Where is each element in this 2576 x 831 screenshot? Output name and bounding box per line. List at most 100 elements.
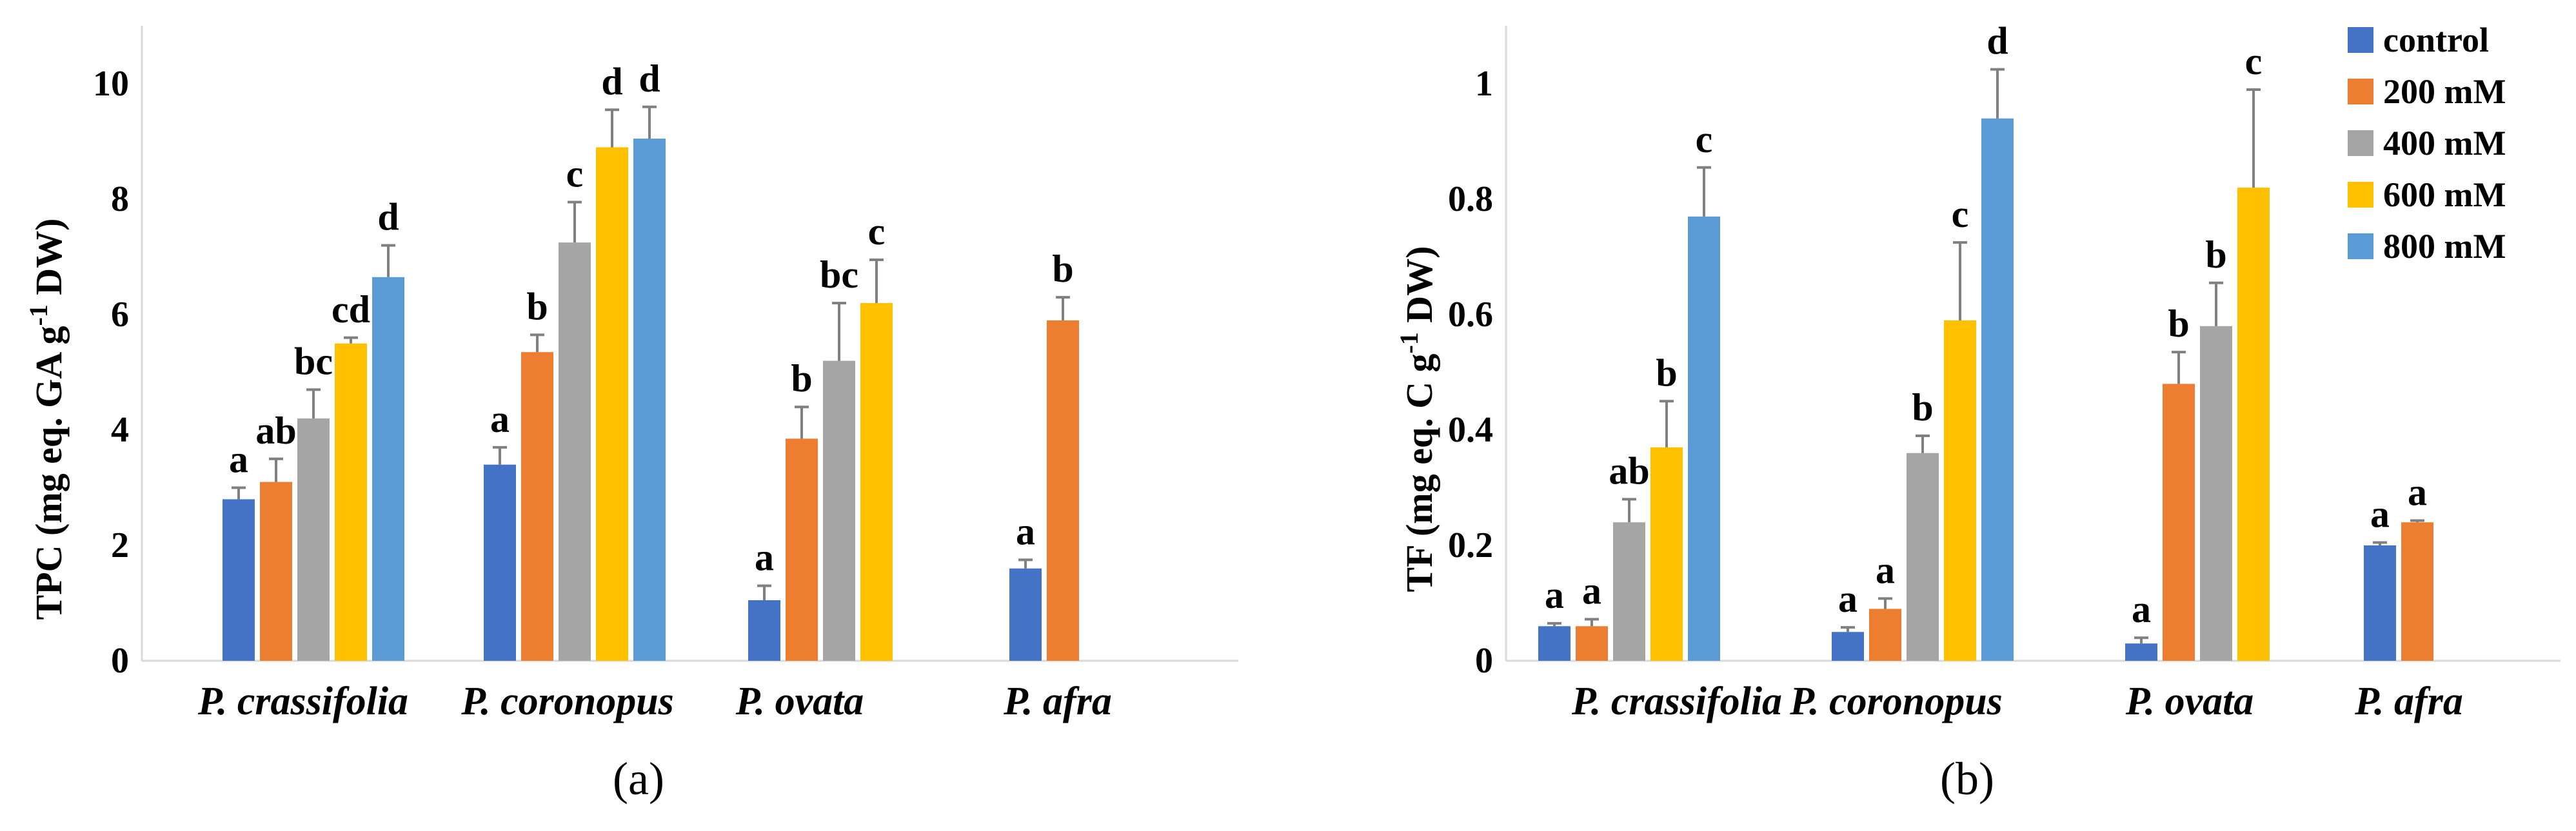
significance-letter: b [1912,386,1933,429]
significance-letter: b [1052,248,1073,290]
y-tick-label: 10 [93,64,129,104]
significance-letter: c [1952,193,1969,235]
bar [748,600,780,661]
bar [1538,626,1570,661]
significance-letter: a [2408,471,2427,514]
legend-entry: 600 mM [2383,175,2506,214]
significance-letter: d [377,196,399,239]
bar [1907,453,1939,661]
legend-entry: 400 mM [2383,124,2506,162]
significance-letter: a [1545,574,1564,616]
bar [1869,609,1901,661]
significance-letter: b [2168,302,2189,345]
legend-swatch [2348,233,2373,259]
significance-letter: c [1696,118,1713,161]
significance-letter: bc [820,253,858,296]
significance-letter: a [2370,493,2390,536]
y-ticks-a: 0 2 4 6 8 10 [93,64,129,681]
bar [596,147,628,661]
y-tick-label: 0.2 [1448,525,1493,565]
bar [1832,632,1864,661]
y-tick-label: 6 [111,295,129,335]
bar [1009,568,1042,661]
bar [2401,522,2433,661]
legend-swatch [2348,27,2373,53]
y-tick-label: 8 [111,179,129,219]
x-categories-a: P. crassifolia P. coronopus P. ovata P. afr… [197,679,1112,723]
significance-letter: ab [255,409,296,452]
significance-letter: d [1986,20,2008,63]
x-category-label: P. coronopus [461,679,674,723]
x-category-label: P. crassifolia [197,679,408,723]
chart-panel-a: TPC (mg eq. GA g-1 DW) aaaaabbbbbccbccdd… [24,26,1238,805]
significance-letter: a [1582,570,1601,612]
bar [2125,643,2157,661]
bar [2364,545,2396,661]
panel-label-b: (b) [1940,753,1994,805]
bar [2237,188,2270,661]
bar [223,499,255,661]
y-axis-label-a: TPC (mg eq. GA g-1 DW) [24,219,70,620]
significance-letter: cd [332,288,370,331]
significance-letter: c [2245,40,2263,83]
legend-swatch [2348,182,2373,208]
y-tick-label: 1 [1475,64,1493,104]
significance-letter: a [1016,510,1035,552]
legend-entry: 200 mM [2383,72,2506,111]
x-category-label: P. crassifolia [1571,679,1782,723]
y-tick-label: 0.6 [1448,295,1493,335]
significance-letter: a [755,536,774,579]
x-category-label: P. ovata [735,679,864,723]
significance-letter: b [1656,351,1677,394]
bar [297,418,330,661]
bar [559,242,591,661]
legend-entry: control [2383,21,2489,59]
legend-swatch [2348,79,2373,104]
legend: control 200 mM 400 mM 600 mM 800 mM [2348,21,2506,266]
panel-label-a: (a) [613,753,664,805]
legend-swatch [2348,130,2373,156]
significance-letter: a [2132,588,2151,631]
bar [260,482,292,661]
significance-letter: ab [1609,449,1649,492]
y-tick-label: 0 [111,641,129,681]
bar [1650,447,1683,661]
legend-entry: 800 mM [2383,227,2506,266]
y-tick-label: 0.4 [1448,410,1493,450]
significance-letter: a [229,438,248,481]
x-category-label: P. afra [1003,679,1112,723]
significance-letter: bc [294,340,333,382]
bar [484,464,516,661]
y-tick-label: 4 [111,410,129,450]
y-ticks-b: 0 0.2 0.4 0.6 0.8 1 [1448,64,1493,681]
bar [1944,320,1976,661]
bar [2163,384,2195,661]
y-tick-label: 2 [111,525,129,565]
bar [372,277,404,661]
x-category-label: P. coronopus [1789,679,2003,723]
bar [860,303,893,661]
significance-letter: c [868,210,886,253]
significance-letter: a [1838,578,1858,620]
x-categories-b: P. crassifolia P. coronopus P. ovata P. afr… [1571,679,2463,723]
y-tick-label: 0.8 [1448,179,1493,219]
significance-letter: b [791,357,812,400]
x-category-label: P. afra [2354,679,2463,723]
x-category-label: P. ovata [2125,679,2254,723]
y-axis-label-b: TF (mg eq. C g-1 DW) [1394,246,1440,592]
significance-letter: d [601,60,622,103]
significance-letter: c [566,152,584,195]
bar [1981,118,2014,661]
y-tick-label: 0 [1475,641,1493,681]
bar [521,352,553,661]
bar [1047,320,1079,661]
bar [1613,522,1645,661]
significance-letter: a [1876,549,1895,591]
bar [633,139,666,661]
bar [335,343,367,661]
significance-letter: a [490,398,510,440]
bar [823,360,855,661]
